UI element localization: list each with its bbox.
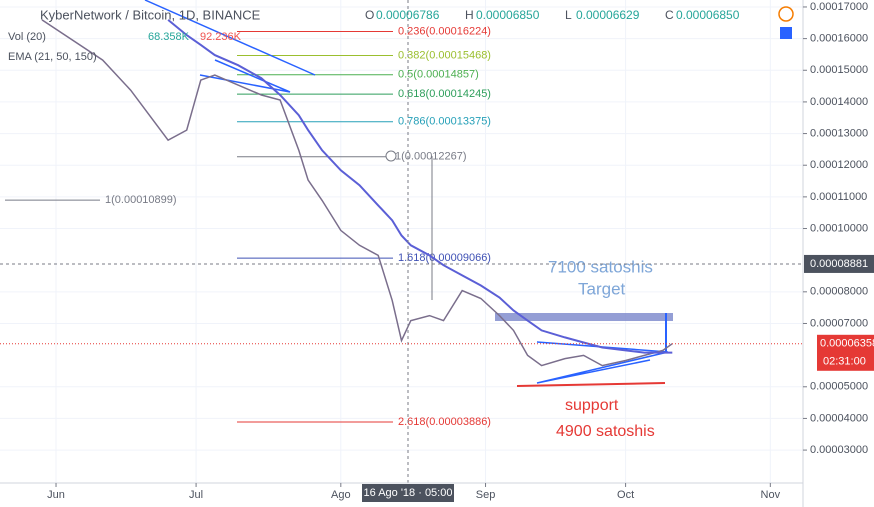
y-tick-label: 0.00007000 — [810, 317, 868, 329]
annotation: Target — [578, 279, 626, 298]
ohlc-key: L — [565, 8, 572, 22]
y-tick-label: 0.00015000 — [810, 64, 868, 76]
last-price-box — [817, 334, 874, 371]
y-tick-label: 0.00004000 — [810, 412, 868, 424]
crosshair-date-box — [362, 484, 454, 502]
target-box — [495, 313, 673, 321]
y-tick-label: 0.00005000 — [810, 381, 868, 393]
x-tick-label: Nov — [761, 489, 781, 501]
ohlc-key: H — [465, 8, 474, 22]
y-tick-label: 0.00010000 — [810, 222, 868, 234]
wedge — [199, 59, 291, 93]
countdown: 02:31:00 — [823, 356, 866, 368]
ohlc-key: O — [365, 8, 374, 22]
price-line — [167, 19, 673, 354]
x-tick-label: Oct — [617, 489, 634, 501]
x-tick-label: Jul — [189, 489, 203, 501]
crosshair-price: 0.00008881 — [810, 258, 868, 270]
fib-anchor — [385, 150, 397, 162]
header: KyberNetwork / Bitcoin, 1D, BINANCE Vol … — [8, 6, 794, 63]
x-tick-label: Sep — [476, 489, 496, 501]
y-tick-label: 0.00017000 — [810, 1, 868, 13]
fib-label: 0.786(0.00013375) — [398, 116, 491, 128]
ema-label: EMA (21, 50, 150) — [8, 51, 97, 63]
fib-label: 0.618(0.00014245) — [398, 88, 491, 100]
volume-label: Vol (20) — [8, 31, 46, 43]
trend-line — [144, 0, 316, 76]
y-tick-label: 0.00011000 — [810, 191, 867, 203]
crosshair-date: 16 Ago '18 · 05:00 — [364, 487, 453, 499]
support-line — [516, 382, 666, 387]
ohlc-value: 0.00006850 — [476, 8, 540, 22]
annotation: 7100 satoshis — [548, 257, 653, 276]
y-tick-label: 0.00014000 — [810, 96, 868, 108]
x-tick-label: Jun — [47, 489, 65, 501]
annotation: 4900 satoshis — [556, 423, 655, 440]
ohlc-key: C — [665, 8, 674, 22]
scale-icon[interactable] — [780, 27, 792, 39]
volume-value: 92.236K — [200, 31, 242, 43]
axes: 0.00017000 0.00016000 0.00015000 0.00014000… — [47, 1, 874, 502]
y-tick-label: 0.00003000 — [810, 444, 868, 456]
x-tick-label: Ago — [331, 489, 351, 501]
crosshair-price-box — [804, 254, 874, 273]
y-tick-label: 0.00016000 — [810, 33, 868, 45]
chart-title: KyberNetwork / Bitcoin, 1D, BINANCE — [40, 7, 261, 22]
ohlc-value: 0.00006629 — [576, 8, 640, 22]
grid — [0, 0, 803, 483]
y-tick-label: 0.00012000 — [810, 159, 868, 171]
fib-label: 1(0.00012267) — [395, 151, 467, 163]
ohlc-value: 0.00006850 — [676, 8, 740, 22]
fib-label: 1(0.00010899) — [105, 194, 177, 206]
y-tick-label: 0.00013000 — [810, 127, 868, 139]
fib-label: 0.5(0.00014857) — [398, 69, 479, 81]
alert-icon[interactable] — [778, 6, 794, 22]
annotation: support — [565, 397, 619, 414]
plot: 0.236(0.00016224) 0.382(0.00015468) 0.5(0.… — [0, 0, 803, 483]
fib-label: 1.618(0.00009066) — [398, 252, 491, 264]
fib-label: 0.382(0.00015468) — [398, 49, 491, 61]
y-tick-label: 0.00008000 — [810, 286, 868, 298]
volume-value: 68.358K — [148, 31, 190, 43]
ohlc-value: 0.00006786 — [376, 8, 440, 22]
last-price: 0.00006358 — [820, 338, 874, 350]
fib-label: 2.618(0.00003886) — [398, 416, 491, 428]
fib-label: 0.236(0.00016224) — [398, 25, 491, 37]
price-line — [41, 19, 673, 367]
